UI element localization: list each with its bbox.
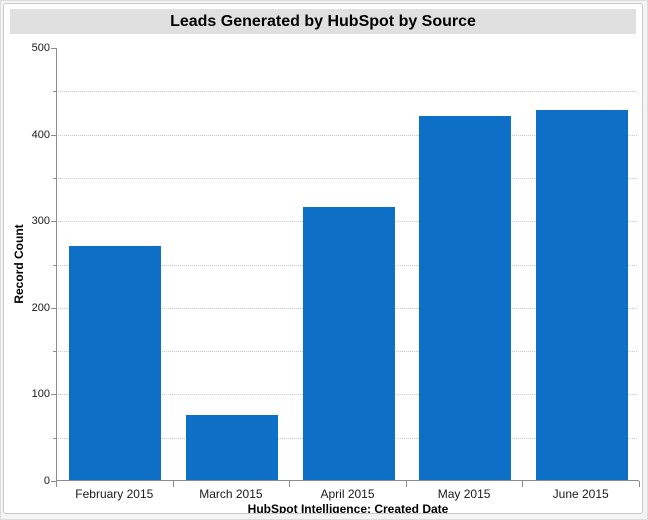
bar-june-2015[interactable]	[535, 110, 628, 480]
y-minor-tick-450	[53, 91, 56, 93]
bar-may-2015[interactable]	[419, 116, 512, 480]
x-boundary-tick-3	[405, 481, 407, 487]
y-minor-tick-250	[53, 264, 56, 266]
y-major-tick-500	[51, 48, 56, 49]
x-category-label-june-2015: June 2015	[552, 487, 609, 501]
x-boundary-tick-1	[172, 481, 174, 487]
y-tick-label-300: 300	[31, 215, 50, 228]
x-axis-label: HubSpot Intelligence: Created Date	[247, 502, 449, 514]
y-tick-label-500: 500	[31, 42, 50, 54]
x-boundary-tick-0	[56, 481, 57, 487]
y-major-tick-200	[51, 307, 56, 309]
y-major-tick-100	[51, 394, 56, 396]
y-minor-tick-50	[53, 437, 56, 439]
y-tick-label-200: 200	[31, 301, 50, 314]
bar-february-2015[interactable]	[69, 246, 162, 480]
gridline-450	[58, 91, 637, 93]
x-category-label-march-2015: March 2015	[199, 487, 263, 501]
x-category-label-may-2015: May 2015	[437, 487, 491, 501]
y-tick-label-0: 0	[43, 475, 50, 487]
x-category-label-february-2015: February 2015	[75, 487, 154, 501]
y-major-tick-400	[51, 134, 56, 136]
bar-march-2015[interactable]	[185, 415, 278, 480]
y-major-tick-300	[51, 221, 56, 223]
y-minor-tick-350	[53, 177, 56, 179]
y-major-tick-0	[51, 481, 56, 482]
y-minor-tick-150	[53, 351, 56, 353]
y-tick-label-100: 100	[31, 388, 50, 401]
bar-chart: 0 100 200 300 400 500 February 2015 March 2015 A…	[4, 4, 642, 514]
gridline-400	[58, 134, 637, 136]
x-boundary-tick-4	[522, 481, 524, 487]
x-boundary-tick-2	[289, 481, 291, 487]
gridline-350	[58, 177, 637, 179]
bar-april-2015[interactable]	[302, 207, 395, 480]
y-axis-label: Record Count	[12, 224, 26, 304]
plot-area	[56, 48, 639, 481]
chart-title: Leads Generated by HubSpot by Source	[10, 9, 636, 34]
x-category-label-april-2015: April 2015	[320, 487, 375, 501]
chart-card: Leads Generated by HubSpot by Source 0 10…	[3, 3, 643, 514]
x-boundary-tick-5	[639, 481, 640, 487]
y-tick-label-400: 400	[31, 128, 50, 141]
